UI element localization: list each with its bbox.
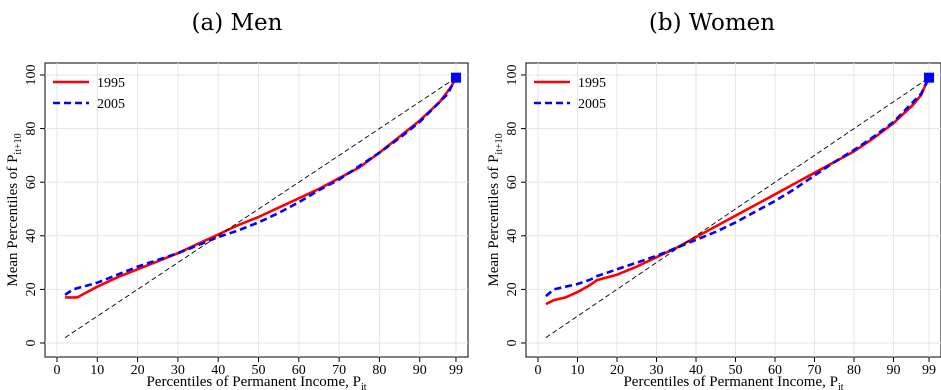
x-tick-label: 90: [413, 363, 427, 378]
x-tick-label: 60: [292, 363, 306, 378]
y-axis-label: Mean Percentiles of Pit+10: [5, 133, 24, 286]
x-tick-label: 80: [847, 363, 861, 378]
x-tick-label: 70: [332, 363, 346, 378]
x-tick-label: 30: [171, 363, 185, 378]
x-tick-label: 99: [449, 363, 463, 378]
x-tick-label: 0: [535, 363, 542, 378]
x-tick-label: 40: [211, 363, 225, 378]
chart-title: (a) Men: [192, 10, 283, 36]
x-tick-label: 20: [610, 363, 624, 378]
x-axis-label: Percentiles of Permanent Income, Pit: [146, 374, 366, 390]
x-axis-label-main: Percentiles of Permanent Income, P: [146, 374, 361, 390]
x-tick-label: 80: [372, 363, 386, 378]
x-tick-label: 20: [131, 363, 145, 378]
y-tick-label: 40: [505, 229, 520, 243]
y-tick-label: 100: [505, 65, 520, 86]
y-tick-label: 20: [505, 282, 520, 296]
x-tick-label: 70: [808, 363, 822, 378]
legend-label-1995: 1995: [578, 76, 606, 91]
x-tick-label: 50: [729, 363, 743, 378]
y-tick-label: 60: [24, 175, 39, 189]
x-tick-label: 90: [887, 363, 901, 378]
series-line-2005: [545, 77, 931, 298]
x-tick-label: 60: [768, 363, 782, 378]
x-tick-label: 50: [252, 363, 266, 378]
x-axis-label-subscript: it: [838, 382, 844, 390]
panel-women: (b) Women 0 10 20 30 40 50 60 70 80 90 99 0 20 40 60 80 1…: [486, 10, 941, 390]
legend-label-2005: 2005: [97, 97, 125, 112]
endpoint-marker: [924, 72, 935, 83]
reference-line: [64, 77, 457, 338]
x-axis-label-main: Percentiles of Permanent Income, P: [623, 374, 838, 390]
y-axis-label: Mean Percentiles of Pit+10: [486, 133, 505, 286]
series-line-2005: [64, 77, 458, 296]
y-tick-label: 100: [24, 65, 39, 86]
y-axis-label-main: Mean Percentiles of P: [5, 155, 21, 287]
y-axis-label-subscript: it+10: [494, 133, 505, 154]
x-tick-label: 99: [922, 363, 936, 378]
y-tick-label: 40: [24, 229, 39, 243]
x-tick-label: 0: [54, 363, 61, 378]
y-tick-label: 60: [505, 175, 520, 189]
x-tick-label: 40: [689, 363, 703, 378]
chart-title: (b) Women: [649, 10, 775, 36]
y-tick-label: 80: [24, 122, 39, 136]
x-tick-label: 30: [650, 363, 664, 378]
y-tick-label: 0: [505, 340, 520, 347]
legend-label-2005: 2005: [578, 97, 606, 112]
x-tick-label: 10: [571, 363, 585, 378]
endpoint-marker: [450, 72, 461, 83]
legend-label-1995: 1995: [97, 76, 125, 91]
x-axis-label-subscript: it: [361, 382, 367, 390]
plot-frame: [44, 62, 469, 358]
reference-line: [545, 77, 930, 338]
y-axis-label-subscript: it+10: [13, 133, 24, 154]
y-axis-label-main: Mean Percentiles of P: [486, 155, 502, 287]
y-tick-label: 0: [24, 340, 39, 347]
x-tick-label: 10: [90, 363, 104, 378]
y-tick-label: 20: [24, 282, 39, 296]
panel-men: (a) Men 0 10 20 30 40 50 60 70 80 90 99 0 20 40 60 80 100…: [5, 10, 469, 390]
y-tick-label: 80: [505, 122, 520, 136]
x-axis-label: Percentiles of Permanent Income, Pit: [623, 374, 843, 390]
